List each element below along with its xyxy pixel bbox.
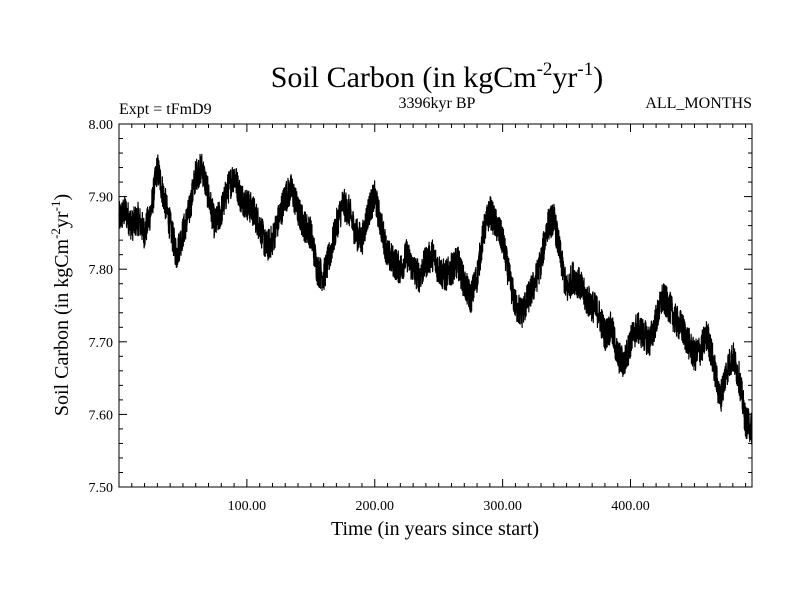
period-label: 3396kyr BP	[399, 95, 476, 112]
y-tick-label: 7.70	[89, 336, 114, 351]
series-line-soil-carbon	[118, 153, 753, 445]
x-tick-label: 200.00	[356, 499, 395, 514]
y-tick-label: 8.00	[89, 118, 114, 133]
x-tick-label: 100.00	[228, 499, 267, 514]
y-tick-label: 7.60	[89, 408, 114, 423]
y-tick-label: 7.80	[89, 263, 114, 278]
plot-frame	[118, 123, 753, 488]
x-tick-label: 400.00	[611, 499, 650, 514]
x-tick-label: 300.00	[483, 499, 522, 514]
y-tick-label: 7.50	[89, 481, 114, 496]
y-axis-label: Soil Carbon (in kgCm-2yr-1)	[48, 194, 73, 416]
chart-title: Soil Carbon (in kgCm-2yr-1)	[271, 59, 604, 94]
months-label: ALL_MONTHS	[645, 95, 752, 112]
y-axis-tick-labels: 7.50 7.60 7.70 7.80 7.90 8.00	[89, 118, 114, 496]
experiment-label: Expt = tFmD9	[119, 101, 212, 118]
y-tick-label: 7.90	[89, 191, 114, 206]
x-axis-tick-labels: 100.00 200.00 300.00 400.00	[228, 499, 650, 514]
x-axis-label: Time (in years since start)	[331, 518, 539, 540]
